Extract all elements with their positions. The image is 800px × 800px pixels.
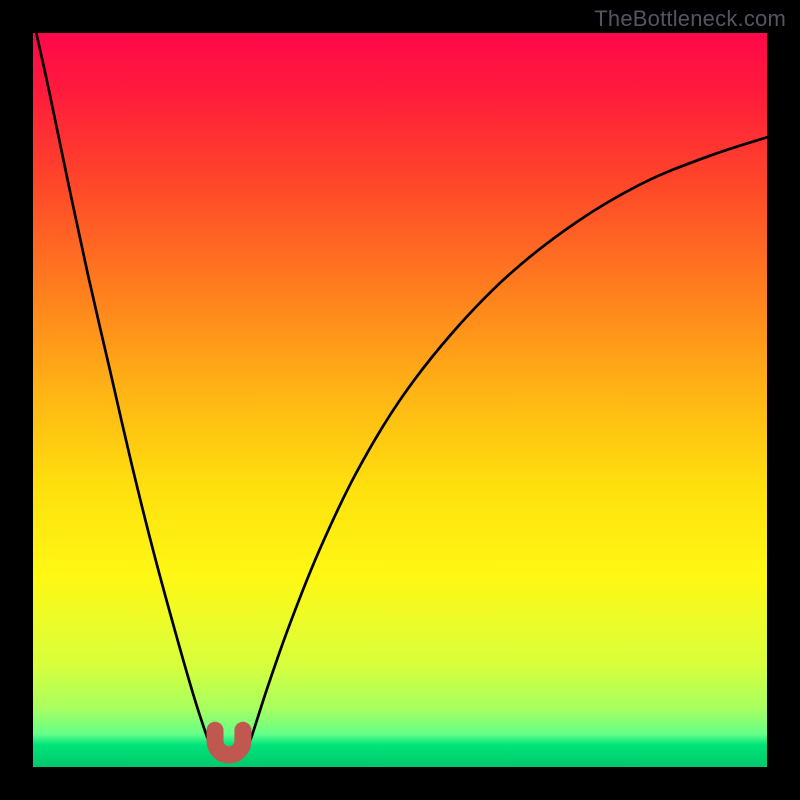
bottleneck-chart-figure: TheBottleneck.com [0,0,800,800]
source-watermark: TheBottleneck.com [594,6,786,32]
chart-svg [0,0,800,800]
